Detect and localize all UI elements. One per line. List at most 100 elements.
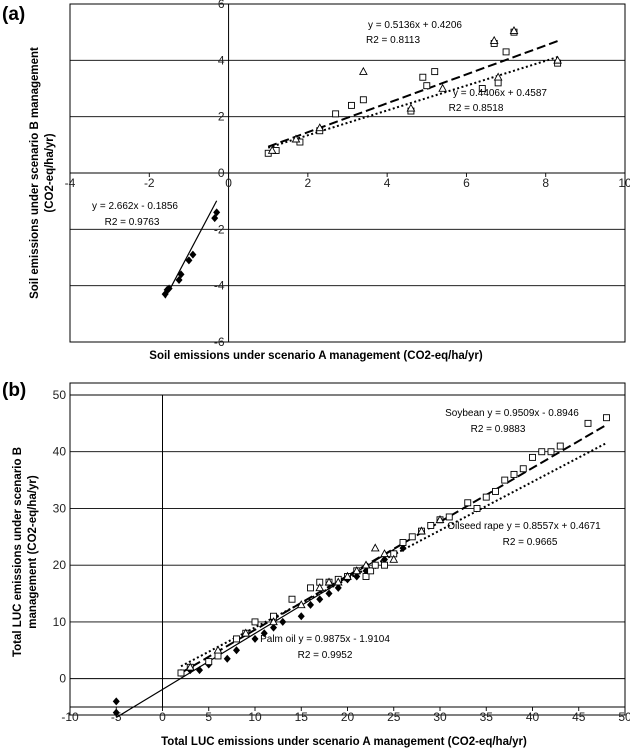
triangle-marker <box>269 617 278 626</box>
diamond-marker <box>325 589 333 598</box>
square-marker <box>251 618 259 626</box>
panel-b-label: (b) <box>2 380 26 401</box>
square-marker <box>445 513 453 521</box>
square-marker <box>556 442 564 450</box>
square-marker <box>332 110 340 118</box>
x-tick-label: 15 <box>295 710 309 724</box>
triangle-marker <box>406 103 416 112</box>
panel-a: (a) -6 -4 -2 0 2 4 6 -4 -2 0 2 4 6 8 10 y = 0.5136x + … <box>2 0 630 362</box>
triangle-marker <box>324 577 334 586</box>
x-tick-label: 2 <box>305 176 312 190</box>
panel-b-y-axis-label-line2: management (CO2-eq/ha/yr) <box>27 475 39 629</box>
square-marker <box>494 79 502 87</box>
triangle-marker <box>380 549 389 558</box>
square-marker <box>423 82 431 90</box>
square-marker <box>408 533 416 541</box>
panel-a-grid <box>70 3 625 343</box>
triangle-marker <box>438 83 448 92</box>
square-marker <box>307 584 314 592</box>
y-tick-label: 10 <box>53 615 67 629</box>
fit-b-dashed-equation: Soybean y = 0.9509x - 0.8946 <box>445 408 579 419</box>
fit-b-solid-equation: Palm oil y = 0.9875x - 1.9104 <box>260 634 390 645</box>
triangle-marker <box>489 35 499 44</box>
diamond-marker <box>175 276 183 285</box>
square-marker <box>205 658 213 666</box>
square-marker <box>233 635 240 643</box>
square-marker <box>177 669 185 677</box>
x-tick-label: 10 <box>248 710 262 724</box>
y-tick-label: 0 <box>59 672 66 686</box>
triangle-marker <box>493 72 503 81</box>
square-marker <box>502 48 510 56</box>
triangle-marker <box>291 134 301 143</box>
square-marker <box>510 470 518 478</box>
panel-b: (b) 01020304050-10-505101520253035404550… <box>2 380 630 748</box>
x-tick-label: 35 <box>480 710 494 724</box>
regression-line-dotted <box>267 56 558 149</box>
y-tick-label: -6 <box>214 335 225 349</box>
y-tick-label: 20 <box>53 558 67 572</box>
triangle-marker <box>241 628 251 637</box>
square-marker <box>381 561 388 569</box>
x-tick-label: 30 <box>433 710 447 724</box>
y-tick-label: 6 <box>218 0 225 11</box>
y-tick-label: 50 <box>53 388 67 402</box>
fit-b-dashed-r2: R2 = 0.9883 <box>471 424 526 435</box>
fit-a-solid-r2: R2 = 0.9763 <box>105 217 160 228</box>
panel-a-axes <box>69 4 626 342</box>
triangle-marker <box>343 571 352 580</box>
x-tick-label: 10 <box>618 176 630 190</box>
triangle-marker <box>553 55 562 64</box>
diamond-marker <box>334 583 342 592</box>
fit-b-dotted-r2: R2 = 0.9665 <box>503 537 558 548</box>
diamond-marker <box>233 646 240 655</box>
diamond-marker <box>189 250 197 259</box>
regression-line-solid <box>164 200 218 299</box>
triangle-marker <box>389 554 399 563</box>
triangle-marker <box>370 543 380 552</box>
fit-b-dotted-equation: Oilseed rape y = 0.8557x + 0.4671 <box>447 521 601 532</box>
triangle-marker <box>417 526 426 535</box>
diamond-marker <box>196 666 203 675</box>
x-tick-label: 0 <box>159 710 166 724</box>
x-tick-label: 4 <box>384 176 391 190</box>
fit-a-dotted-equation: y = 0.4406x + 0.4587 <box>453 88 547 99</box>
triangle-marker <box>333 577 343 586</box>
square-marker <box>359 96 367 104</box>
diamond-marker <box>381 555 388 564</box>
square-marker <box>501 476 509 484</box>
x-tick-label: 6 <box>463 176 470 190</box>
fit-a-solid-equation: y = 2.662x - 0.1856 <box>92 201 178 212</box>
square-marker <box>362 573 370 580</box>
y-tick-label: 40 <box>53 445 67 459</box>
square-marker <box>419 73 427 81</box>
square-marker <box>547 448 555 456</box>
diamond-marker <box>316 595 324 604</box>
square-marker <box>492 487 499 495</box>
triangle-marker <box>361 560 371 569</box>
square-marker <box>478 85 486 92</box>
x-tick-label: 0 <box>225 176 232 190</box>
square-marker <box>371 561 379 569</box>
square-marker <box>399 539 407 546</box>
x-tick-label: 25 <box>387 710 401 724</box>
panel-b-data-points <box>112 414 610 717</box>
diamond-marker <box>270 623 277 632</box>
square-marker <box>431 68 439 76</box>
panel-b-y-axis-label-line1: Total LUC emissions under scenario B <box>12 447 24 657</box>
panel-b-plot-frame <box>69 382 626 716</box>
diamond-marker <box>307 600 314 609</box>
y-tick-label: 2 <box>218 110 225 124</box>
diamond-marker <box>279 617 287 626</box>
diamond-marker <box>297 612 305 621</box>
panel-b-grid <box>70 394 625 623</box>
square-marker <box>464 499 472 507</box>
diamond-marker <box>112 708 120 717</box>
square-marker <box>584 419 592 427</box>
square-marker <box>519 465 527 473</box>
diamond-marker <box>251 634 259 643</box>
triangle-marker <box>315 123 325 132</box>
diamond-marker <box>161 290 169 299</box>
